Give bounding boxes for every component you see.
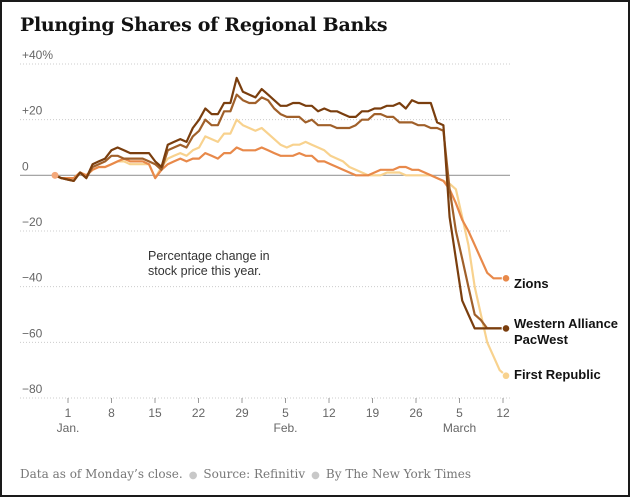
- x-tick-label: 5: [456, 406, 463, 420]
- x-tick-label: 12: [496, 406, 510, 420]
- separator-dot-icon: ●: [188, 470, 198, 481]
- x-tick-label: 1: [65, 406, 72, 420]
- series-label-pacwest: PacWest: [514, 332, 569, 347]
- annotation-line-1: Percentage change in: [148, 249, 270, 263]
- x-tick-label: 8: [108, 406, 115, 420]
- chart-title: Plunging Shares of Regional Banks: [20, 14, 388, 36]
- end-point-western-alliance: [501, 324, 511, 333]
- series-lines: [51, 76, 508, 377]
- footer: Data as of Monday’s close. ● Source: Refin…: [20, 467, 471, 481]
- gridlines: [20, 63, 510, 399]
- y-axis-ticks: +40% +20 0 −20 −40 −60 −80: [22, 48, 53, 396]
- series-label-first-republic: First Republic: [514, 367, 601, 382]
- end-point-zions: [501, 274, 511, 283]
- x-tick-label: 26: [409, 406, 423, 420]
- y-tick-label: −40: [22, 271, 43, 285]
- x-tick-label: 29: [235, 406, 249, 420]
- series-end-points: [501, 274, 511, 381]
- y-tick-label: +20: [22, 104, 43, 118]
- y-tick-label: −20: [22, 215, 43, 229]
- series-line-pacwest: [53, 93, 508, 330]
- y-tick-label: −80: [22, 382, 43, 396]
- x-tick-label: 5: [282, 406, 289, 420]
- footer-note: Data as of Monday’s close.: [20, 467, 183, 481]
- x-tick-label: 19: [366, 406, 380, 420]
- series-line-western-alliance: [53, 76, 508, 330]
- x-tick-label: 22: [192, 406, 206, 420]
- y-tick-label: −60: [22, 326, 43, 340]
- y-tick-label: +40%: [22, 48, 53, 62]
- series-label-western-alliance: Western Alliance: [514, 316, 618, 331]
- start-point: [51, 171, 59, 179]
- footer-source: Source: Refinitiv: [203, 467, 306, 481]
- separator-dot-icon: ●: [311, 470, 320, 481]
- x-tick-label: 15: [148, 406, 162, 420]
- footer-credit: By The New York Times: [325, 467, 472, 481]
- annotation-line-2: stock price this year.: [148, 264, 261, 278]
- series-line-zions: [53, 146, 508, 280]
- x-tick-label: 12: [322, 406, 336, 420]
- series-label-zions: Zions: [514, 276, 549, 291]
- end-point-first-republic: [501, 371, 511, 381]
- x-tick-month-label: Feb.: [273, 421, 297, 435]
- x-tick-month-label: Jan.: [57, 421, 80, 435]
- y-tick-label: 0: [22, 159, 29, 173]
- x-tick-month-label: March: [443, 421, 476, 435]
